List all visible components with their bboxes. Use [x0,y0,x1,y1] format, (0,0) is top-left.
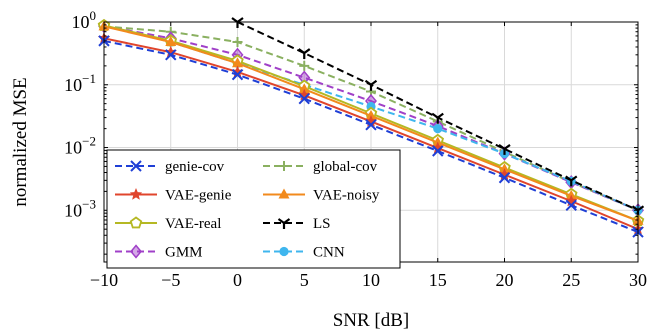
data-point-genie-cov [498,172,511,184]
series-LS [231,17,645,217]
y-tick-label: 10−3 [64,196,96,220]
data-point-genie-cov [365,119,377,131]
y-tick-exponent: −3 [82,196,96,211]
legend-marker [279,246,289,257]
legend-label: CNN [313,245,345,261]
y-axis-title: normalized MSE [10,77,31,206]
x-axis-title: SNR [dB] [333,310,410,331]
data-point-global-cov [299,60,310,71]
legend-marker [129,187,143,200]
legend-item-LS: LS [263,216,331,232]
legend-label: VAE-noisy [313,188,380,204]
data-point-genie-cov [231,68,244,81]
y-tick-base: 10 [64,138,82,158]
series-line-GMM [103,25,639,212]
y-tick-base: 10 [72,12,90,32]
data-point-LS [364,79,378,91]
data-point-VAE-genie [564,194,578,207]
y-tick-exponent: 0 [90,8,97,23]
x-tick-label: 25 [562,270,580,290]
legend-item-genie-cov: genie-cov [115,159,225,175]
x-tick-label: −10 [90,270,118,290]
data-point-genie-cov [298,92,310,105]
data-point-global-cov [232,37,243,48]
legend: genie-cov global-cov VAE-genie VAE-noisy VAE… [106,149,401,269]
x-tick-label: 30 [629,270,647,290]
data-point-LS [498,144,511,155]
y-tick-label: 100 [72,8,97,32]
legend-marker [130,244,142,259]
y-tick-label: 10−1 [64,71,96,95]
legend-item-global-cov: global-cov [263,159,378,175]
data-point-LS [298,48,311,60]
x-tick-label: −5 [161,270,180,290]
x-tick-label: 15 [429,270,447,290]
data-point-LS [431,112,444,124]
legend-label: VAE-genie [165,188,232,204]
legend-label: VAE-real [165,216,221,232]
legend-label: global-cov [313,159,378,175]
y-tick-exponent: −1 [82,71,96,86]
y-tick-base: 10 [64,75,82,95]
x-tick-label: 10 [362,270,380,290]
legend-item-VAE-genie: VAE-genie [115,188,232,204]
data-point-LS [565,175,578,187]
data-point-genie-cov [565,199,577,212]
data-point-genie-cov [432,145,444,157]
legend-marker [277,218,291,229]
x-tick-label: 5 [300,270,309,290]
y-tick-exponent: −2 [82,134,96,149]
legend-marker [129,216,143,229]
legend-label: genie-cov [165,159,225,175]
legend-item-CNN: CNN [263,245,345,261]
legend-label: GMM [165,245,203,261]
y-tick-label: 10−2 [64,134,96,158]
legend-box [106,149,401,269]
legend-marker [130,160,142,172]
y-tick-base: 10 [64,200,82,220]
legend-marker [278,188,290,199]
x-tick-label: 0 [233,270,242,290]
data-point-VAE-noisy [232,57,243,68]
legend-item-GMM: GMM [115,244,203,261]
legend-item-VAE-real: VAE-real [115,216,221,232]
legend-marker [279,161,289,171]
series-layer [97,17,645,238]
x-tick-label: 20 [496,270,514,290]
data-point-VAE-noisy [298,83,310,94]
data-point-CNN [433,124,443,134]
legend-item-VAE-noisy: VAE-noisy [263,188,380,204]
data-point-genie-cov [165,49,177,61]
legend-label: LS [313,216,331,232]
data-point-VAE-noisy [165,36,177,47]
series-genie-cov [98,35,644,238]
